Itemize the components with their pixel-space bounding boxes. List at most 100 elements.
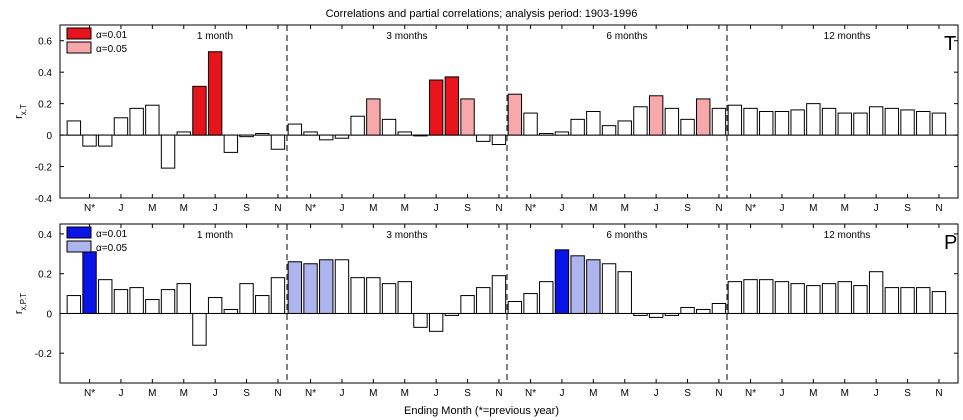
bar [916,287,931,314]
x-tick-label: J [654,203,659,214]
bar [476,134,491,142]
y-axis-label: rx,P.T [13,293,28,314]
bar [601,263,617,314]
bar [774,111,790,136]
bar [334,134,350,139]
legend: α=0.01 α=0.05 [66,27,128,55]
bar [303,263,318,314]
bar [160,134,176,169]
bar [270,277,286,314]
x-tick-label: S [904,388,911,399]
bar [207,51,223,136]
bar [664,107,680,136]
bar [192,85,207,136]
bar [270,134,286,150]
bar [98,279,113,314]
bar [539,133,554,136]
bar [696,308,711,314]
x-tick-label: M [809,388,817,399]
x-tick-label: S [684,388,691,399]
window-label: 3 months [386,31,427,42]
bar [570,255,585,314]
legend-label: α=0.01 [96,30,128,41]
bar [523,293,538,314]
bar [460,295,475,314]
bar [853,112,868,136]
panel-t: -0.4 -0.2 0 0.2 0.4 0.6 rx,T N* J M M J S N 1 month N* J… [13,24,959,214]
x-tick-label: J [339,203,344,214]
x-tick-label: J [559,388,564,399]
x-tick-label: M [148,388,156,399]
bar [900,287,915,314]
bar [617,120,632,136]
x-tick-label: J [434,203,439,214]
x-tick-label: S [464,388,471,399]
bar [113,117,129,136]
bar [727,281,743,314]
window-label: 12 months [824,31,871,42]
bar [82,251,97,314]
bar [476,287,491,314]
legend-swatch [66,27,92,40]
x-tick-label: M [401,388,409,399]
x-tick-label: M [369,388,377,399]
window-label: 1 month [197,31,233,42]
panel-letter: P [944,232,957,254]
bar [554,249,570,314]
legend-swatch [66,240,92,253]
bar [239,134,254,138]
x-tick-label: M [148,203,156,214]
bar [868,106,884,136]
x-tick-label: N [274,388,281,399]
bar [287,123,303,136]
bar [82,134,97,147]
bar [633,312,648,316]
bar [366,98,381,136]
bar [460,98,475,136]
bar [507,93,523,136]
window-label: 6 months [606,230,647,241]
bar [586,259,601,314]
bar [192,312,207,346]
bar [66,120,82,136]
bar [413,312,428,328]
x-tick-label: N* [305,203,316,214]
bar [711,303,727,314]
legend-swatch [66,41,92,54]
bar [664,312,680,316]
x-tick-label: J [118,203,123,214]
x-tick-label: M [180,388,188,399]
bar [223,308,239,314]
bar [319,134,334,141]
x-tick-label: N [495,203,502,214]
x-tick-label: N [935,388,942,399]
bar [397,131,412,136]
x-tick-label: N* [745,203,756,214]
bar [806,103,821,136]
bar [207,297,223,314]
bar [350,277,365,314]
bar [633,106,648,136]
bar [931,112,947,136]
x-tick-label: J [339,388,344,399]
x-tick-label: N* [745,388,756,399]
bar [837,281,852,314]
panel-p: -0.2 0 0.2 0.4 rx,P.T N* J M M J S N 1 month N* J M M J S N… [13,223,959,399]
x-tick-label: J [559,203,564,214]
x-tick-label: N* [84,388,95,399]
bar [806,285,821,314]
bar [444,76,460,136]
x-tick-label: N* [525,203,536,214]
bar [113,289,129,314]
bar [507,301,523,314]
bar [491,134,507,146]
bar [868,271,884,314]
y-tick-label: 0.6 [38,37,52,48]
bar [428,312,444,332]
bar [821,107,837,136]
bar [853,285,868,314]
bar [884,287,900,314]
legend: α=0.01 α=0.05 [66,226,128,254]
y-tick-label: -0.2 [35,163,53,174]
